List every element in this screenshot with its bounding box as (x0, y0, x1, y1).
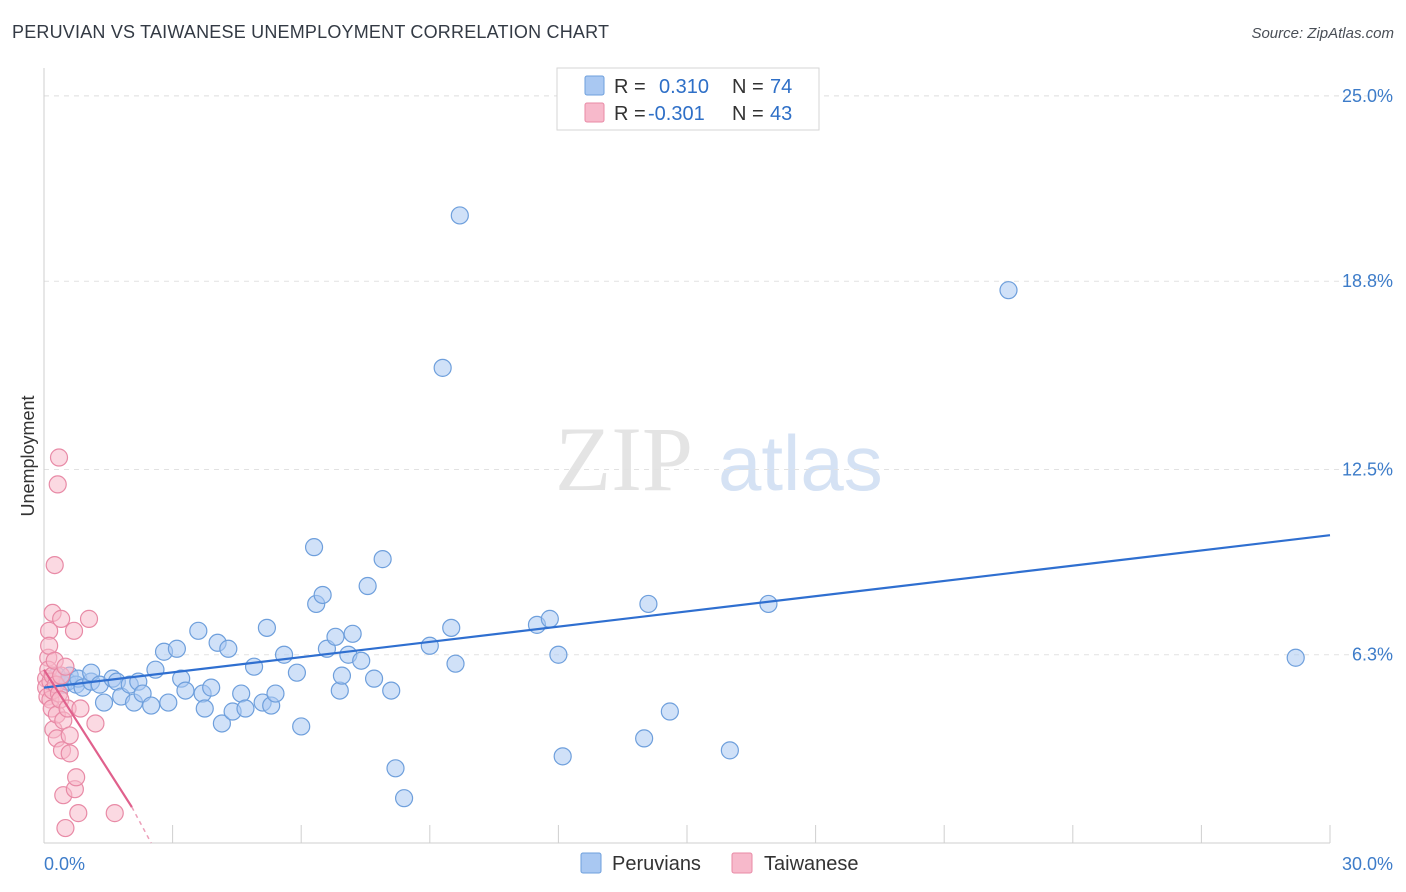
legend-n-label-peruvians: N = (732, 76, 764, 98)
x-tick-label-1: 30.0% (1342, 854, 1393, 874)
bottom-legend-label-peruvians: Peruvians (612, 853, 701, 875)
peruvians-point (212, 714, 231, 733)
taiwanese-point (45, 555, 64, 575)
legend-r-value-taiwanese: -0.301 (648, 103, 705, 125)
peruvians-point (257, 618, 277, 637)
peruvians-point (433, 358, 452, 377)
legend-swatch-taiwanese (584, 102, 605, 123)
y-tick-label-2: 18.8% (1342, 271, 1393, 291)
peruvians-point (159, 693, 178, 712)
taiwanese-point (105, 804, 124, 823)
taiwanese-trend-extension (131, 806, 152, 844)
peruvians-point (195, 699, 214, 718)
peruvians-point (236, 699, 255, 718)
taiwanese-point (86, 714, 105, 733)
peruvians-point (720, 741, 739, 760)
series-peruvians (47, 206, 1305, 808)
peruvians-point (442, 618, 461, 637)
peruvians-point (343, 624, 362, 643)
gridlines (44, 95, 1393, 656)
taiwanese-point (69, 804, 88, 823)
taiwanese-point (48, 475, 67, 494)
peruvians-point (304, 538, 324, 557)
peruvians-point (142, 696, 161, 715)
peruvians-point (352, 651, 371, 670)
peruvians-point (1286, 648, 1305, 667)
peruvians-point (202, 678, 221, 697)
peruvians-point (266, 684, 285, 703)
taiwanese-point (67, 768, 86, 787)
taiwanese-point (56, 657, 75, 676)
peruvians-point (386, 759, 405, 778)
bottom-legend-swatch-taiwanese (731, 852, 753, 874)
peruvians-point (94, 693, 114, 712)
legend-r-label-taiwanese: R = (614, 103, 646, 125)
peruvians-point (660, 702, 679, 721)
peruvians-point (287, 663, 307, 682)
peruvians-point (232, 684, 251, 703)
peruvians-point (364, 669, 384, 688)
legend-n-label-taiwanese: N = (732, 103, 764, 125)
taiwanese-point (60, 744, 79, 763)
peruvians-point (244, 657, 264, 676)
axes (43, 68, 1331, 844)
peruvians-point (759, 594, 778, 614)
legend-box: R = 0.310 N = 74 R = -0.301 N = 43 (556, 67, 820, 131)
taiwanese-trend-line (43, 669, 133, 808)
peruvians-point (326, 627, 345, 646)
taiwanese-point (56, 818, 75, 838)
taiwanese-point (52, 609, 71, 628)
y-tick-label-1: 12.5% (1342, 459, 1393, 479)
bottom-legend-swatch-peruvians (580, 852, 602, 874)
peruvians-point (420, 636, 439, 655)
peruvians-point (176, 681, 195, 700)
tick-labels: 6.3% 12.5% 18.8% 25.0% 0.0% 30.0% (44, 86, 1393, 874)
taiwanese-point (71, 699, 90, 718)
bottom-legend-label-taiwanese: Taiwanese (764, 853, 859, 875)
peruvians-point (358, 576, 377, 596)
data-points (37, 206, 1305, 838)
peruvians-point (394, 789, 414, 808)
peruvians-trend-line (43, 534, 1331, 689)
peruvians-point (332, 666, 352, 685)
peruvians-point (292, 717, 311, 736)
source-label: Source: ZipAtlas.com (1251, 25, 1394, 42)
watermark-zip: ZIP (555, 408, 693, 510)
legend-r-value-peruvians: 0.310 (659, 76, 709, 98)
taiwanese-point (79, 609, 99, 628)
peruvians-point (219, 639, 238, 658)
peruvians-point (382, 681, 401, 700)
y-tick-label-0: 6.3% (1352, 645, 1393, 665)
legend-n-value-peruvians: 74 (770, 76, 792, 98)
peruvians-point (330, 681, 349, 700)
trend-lines (43, 534, 1331, 844)
y-axis-title: Unemployment (18, 395, 38, 516)
y-tick-label-3: 25.0% (1342, 86, 1393, 106)
peruvians-point (549, 645, 568, 664)
peruvians-point (167, 639, 186, 658)
peruvians-point (639, 594, 658, 614)
peruvians-point (450, 206, 469, 225)
watermark-atlas: atlas (718, 419, 883, 507)
x-tick-label-0: 0.0% (44, 854, 85, 874)
peruvians-point (635, 729, 654, 748)
peruvians-point (189, 621, 208, 640)
peruvians-point (999, 281, 1018, 300)
peruvians-point (313, 585, 332, 605)
legend-r-label-peruvians: R = (614, 76, 646, 98)
peruvians-point (540, 609, 559, 628)
peruvians-point (446, 654, 465, 673)
taiwanese-point (64, 621, 84, 640)
peruvians-point (553, 747, 572, 766)
taiwanese-point (60, 726, 79, 745)
series-taiwanese (37, 448, 124, 838)
chart-title: PERUVIAN VS TAIWANESE UNEMPLOYMENT CORRE… (12, 22, 610, 42)
bottom-legend: Peruvians Taiwanese (580, 852, 859, 875)
taiwanese-point (49, 448, 69, 467)
legend-n-value-taiwanese: 43 (770, 103, 792, 125)
peruvians-point (373, 550, 392, 569)
legend-swatch-peruvians (584, 75, 605, 96)
